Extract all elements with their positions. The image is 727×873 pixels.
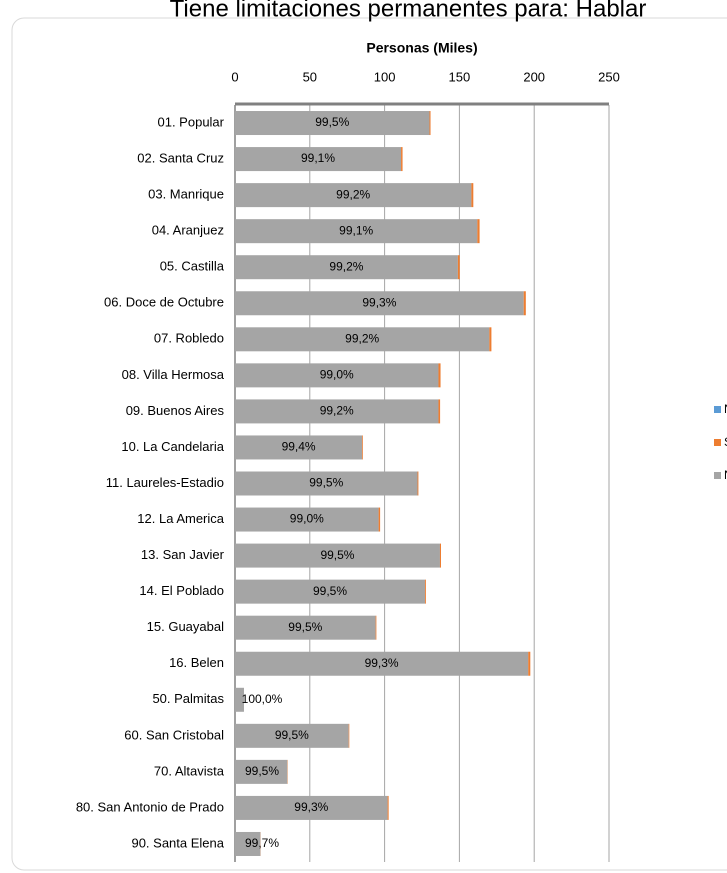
bar-label: 99,0% [290, 512, 324, 526]
bar-label: 99,1% [339, 223, 373, 237]
bar-label: 99,0% [320, 368, 354, 382]
bar-label: 99,3% [362, 295, 396, 309]
y-tick-label: 01. Popular [158, 114, 225, 129]
bar-segment [477, 219, 480, 244]
bar-segment [235, 219, 478, 244]
y-tick-label: 13. San Javier [141, 547, 225, 562]
bar-segment [417, 471, 419, 496]
y-tick-label: 70. Altavista [154, 763, 225, 778]
bar-segment [235, 687, 244, 712]
bar-label: 99,3% [365, 656, 399, 670]
bar-segment [235, 399, 439, 424]
bar-segment [235, 363, 439, 388]
bar-segment [378, 507, 381, 532]
x-tick-label: 100 [374, 69, 396, 84]
legend-label: No [724, 468, 727, 482]
bar-segment [235, 831, 261, 856]
y-tick-label: 09. Buenos Aires [126, 403, 225, 418]
x-tick-label: 150 [449, 69, 471, 84]
bar-segment [457, 255, 460, 280]
y-tick-label: 12. La America [137, 511, 224, 526]
bar-label: 99,5% [315, 115, 349, 129]
y-tick-label: 03. Manrique [148, 187, 224, 202]
y-tick-label: 16. Belen [169, 655, 224, 670]
legend-label: No sabe [724, 402, 727, 416]
bar-label: 99,7% [245, 836, 279, 850]
y-tick-label: 11. Laureles-Estadio [106, 475, 224, 490]
bar-label: 99,5% [313, 584, 347, 598]
y-tick-label: 02. Santa Cruz [137, 151, 224, 166]
bar-segment [235, 291, 524, 316]
bar-label: 99,4% [282, 440, 316, 454]
bar-label: 99,5% [309, 476, 343, 490]
bar-segment [235, 471, 418, 496]
bar-segment [235, 147, 402, 172]
bar-segment [235, 543, 440, 568]
bar-label: 99,2% [336, 187, 370, 201]
y-tick-label: 80. San Antonio de Prado [76, 799, 224, 814]
bar-segment [235, 723, 349, 748]
bar-segment [362, 435, 363, 460]
y-tick-label: 90. Santa Elena [131, 835, 224, 850]
x-axis-title: Personas (Miles) [366, 40, 477, 56]
bar-segment [387, 795, 389, 820]
legend-swatch [714, 472, 721, 479]
legend-label: Si [724, 435, 727, 449]
bar-segment [348, 723, 350, 748]
bar-segment [235, 435, 363, 460]
bar-segment [438, 399, 441, 424]
bar-label: 99,2% [345, 331, 379, 345]
chart-title: Tiene limitaciones permanentes para: Hab… [170, 0, 647, 22]
y-tick-label: 50. Palmitas [152, 691, 224, 706]
legend-swatch [714, 439, 721, 446]
bar-segment [471, 183, 474, 208]
y-tick-label: 10. La Candelaria [121, 439, 224, 454]
bar-segment [375, 615, 377, 640]
x-tick-label: 200 [523, 69, 545, 84]
bar-label: 99,5% [320, 548, 354, 562]
y-tick-label: 07. Robledo [154, 331, 224, 346]
bar-segment [401, 147, 403, 172]
bar-segment [235, 507, 379, 532]
y-tick-label: 05. Castilla [160, 259, 225, 274]
y-tick-label: 14. El Poblado [139, 583, 224, 598]
y-tick-label: 15. Guayabal [147, 619, 224, 634]
x-tick-label: 250 [598, 69, 620, 84]
bar-segment [235, 327, 490, 352]
bar-segment [429, 111, 431, 136]
bar-label: 99,5% [275, 728, 309, 742]
bar-label: 99,3% [294, 800, 328, 814]
bar-label: 99,5% [288, 620, 322, 634]
chart-frame [11, 17, 727, 871]
bar-segment [438, 363, 441, 388]
y-tick-label: 60. San Cristobal [124, 727, 224, 742]
bar-segment [235, 579, 425, 604]
bar-segment [235, 651, 529, 676]
bar-label: 99,5% [245, 764, 279, 778]
bar-segment [528, 651, 531, 676]
bar-segment [439, 543, 441, 568]
bar-label: 99,2% [329, 259, 363, 273]
bar-segment [235, 255, 458, 280]
bar-label: 99,2% [320, 404, 354, 418]
bar-segment [489, 327, 492, 352]
bar-label: 100,0% [242, 692, 283, 706]
x-tick-label: 50 [303, 69, 317, 84]
bar-segment [523, 291, 526, 316]
bar-segment [235, 183, 472, 208]
legend-swatch [714, 406, 721, 413]
y-tick-label: 04. Aranjuez [152, 223, 224, 238]
x-tick-label: 0 [231, 69, 238, 84]
bar-segment [235, 795, 388, 820]
bar-segment [424, 579, 426, 604]
bar-label: 99,1% [301, 151, 335, 165]
bar-segment [235, 111, 430, 136]
y-tick-label: 08. Villa Hermosa [122, 367, 225, 382]
y-tick-label: 06. Doce de Octubre [104, 295, 224, 310]
bar-segment [235, 759, 288, 784]
bar-segment [235, 615, 376, 640]
